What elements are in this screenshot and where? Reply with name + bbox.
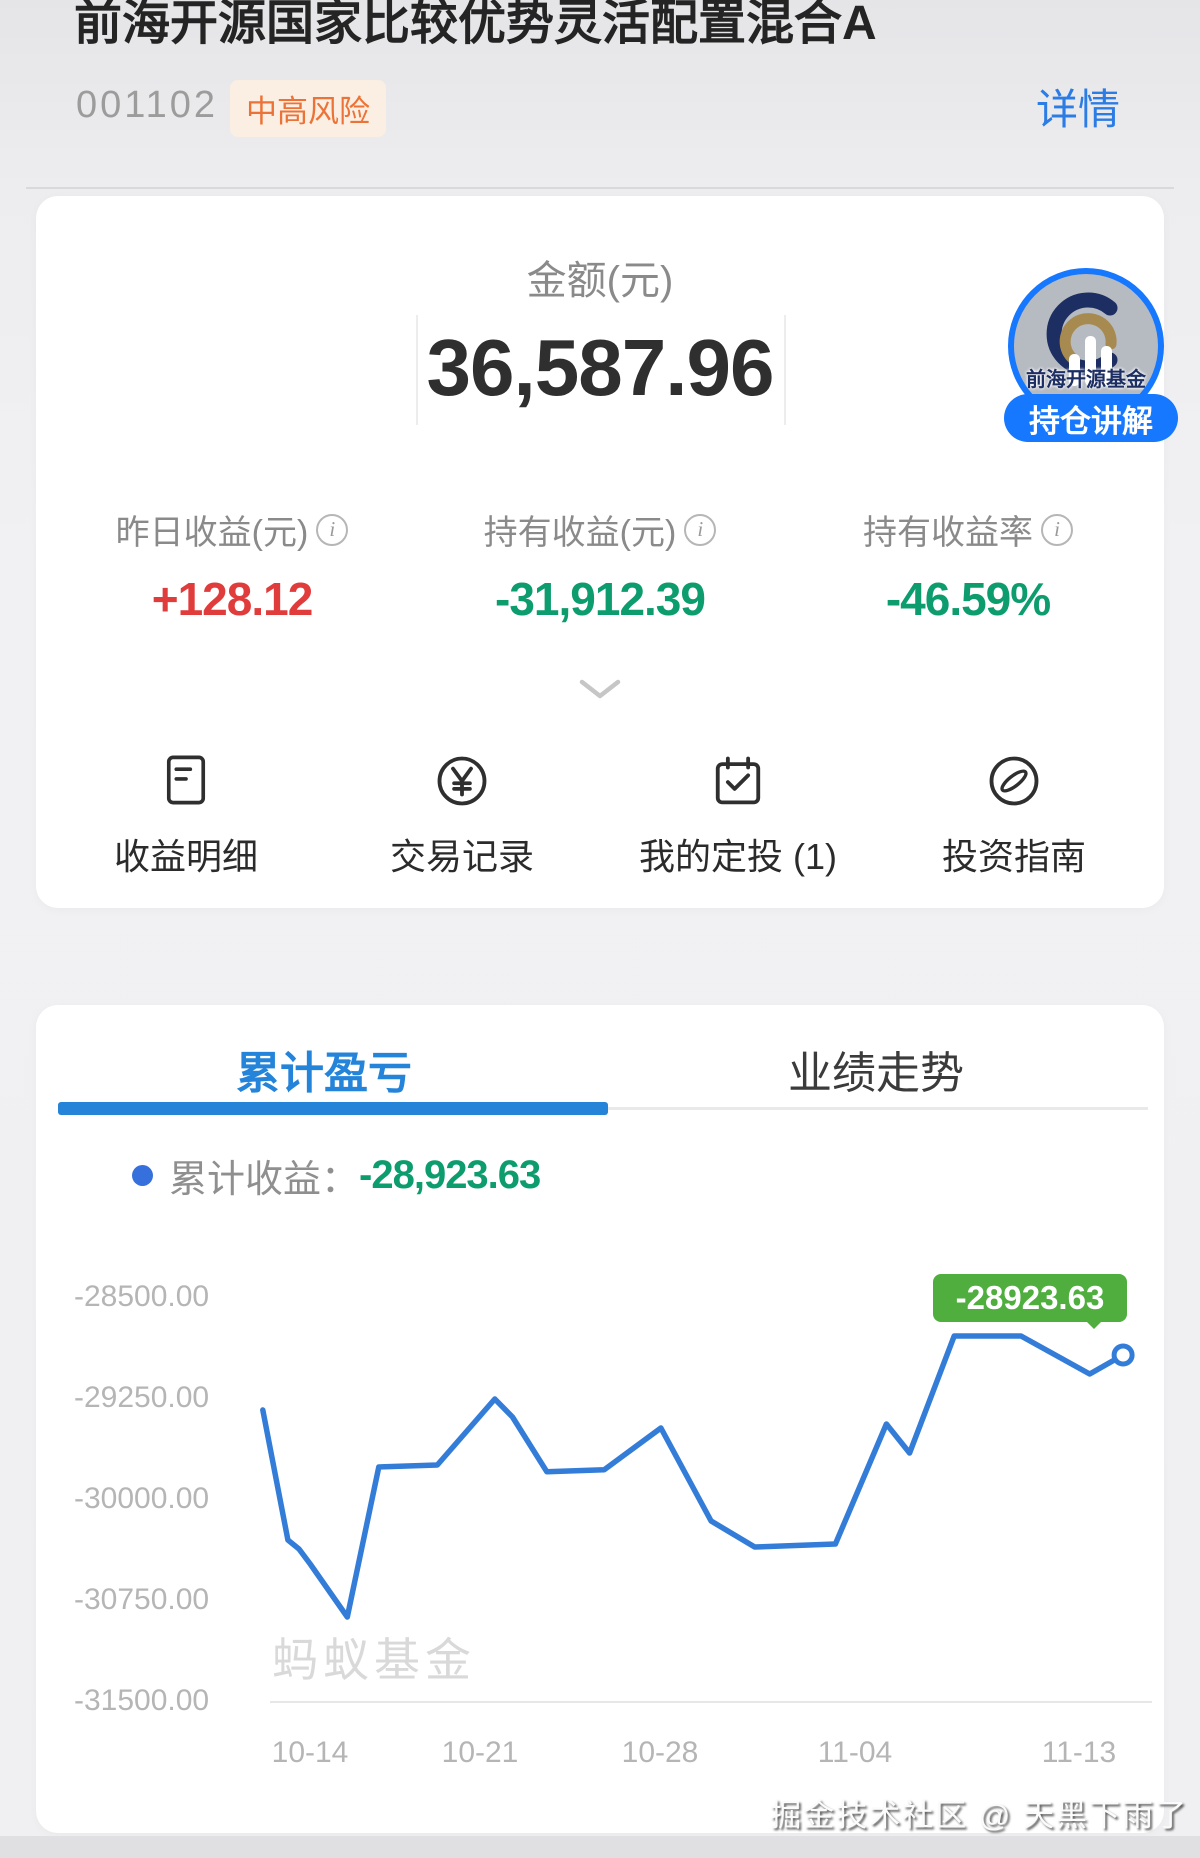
stat-yesterday-profit: 昨日收益(元) i +128.12 bbox=[48, 505, 416, 626]
amount-value: 36,587.96 bbox=[426, 323, 775, 412]
action-label: 交易记录 bbox=[389, 836, 534, 877]
header-divider bbox=[26, 187, 1174, 189]
y-axis-label: -30750.00 bbox=[74, 1583, 210, 1616]
chart-legend: 累计收益： -28,923.63 bbox=[132, 1148, 541, 1203]
chart-tabs: 累计盈亏 业绩走势 bbox=[48, 1005, 1152, 1101]
document-icon bbox=[166, 755, 206, 805]
stat-holding-return-rate: 持有收益率 i -46.59% bbox=[784, 505, 1152, 626]
action-my-aip[interactable]: 我的定投 (1) bbox=[600, 752, 876, 880]
stat-holding-profit: 持有收益(元) i -31,912.39 bbox=[416, 505, 784, 626]
amount-card bbox=[36, 196, 1164, 908]
fund-code: 001102 bbox=[76, 84, 218, 126]
x-axis-label: 10-14 bbox=[271, 1736, 349, 1769]
stat-divider bbox=[784, 315, 786, 425]
stat-value: -31,912.39 bbox=[495, 573, 706, 625]
bar-chart-icon bbox=[1069, 336, 1112, 386]
stat-divider bbox=[416, 315, 418, 425]
watermark: 蚂蚁基金 bbox=[272, 1634, 476, 1686]
action-label: 收益明细 bbox=[113, 836, 258, 877]
holding-explain-button[interactable]: 持仓讲解 bbox=[1004, 394, 1178, 442]
value-tooltip: -28923.63 bbox=[933, 1274, 1127, 1329]
stat-label: 昨日收益(元) bbox=[115, 514, 309, 552]
footer-credit: 掘金技术社区 @ 天黑下雨了 bbox=[770, 1798, 1188, 1833]
fund-logo-text: 前海开源基金 bbox=[1026, 369, 1146, 391]
amount-label: 金额(元) bbox=[526, 259, 674, 303]
tab-performance-trend[interactable]: 业绩走势 bbox=[788, 1049, 964, 1098]
tab-cumulative-pnl[interactable]: 累计盈亏 bbox=[236, 1049, 412, 1098]
y-axis-label: -28500.00 bbox=[74, 1280, 210, 1313]
legend-value: -28,923.63 bbox=[359, 1153, 541, 1197]
y-axis-label: -30000.00 bbox=[74, 1482, 210, 1515]
risk-badge: 中高风险 bbox=[230, 80, 386, 137]
stat-label: 持有收益率 bbox=[863, 514, 1033, 552]
info-icon[interactable]: i bbox=[316, 513, 349, 546]
y-axis-label: -29250.00 bbox=[74, 1381, 210, 1414]
action-investment-guide[interactable]: 投资指南 bbox=[876, 752, 1152, 880]
x-axis-label: 10-28 bbox=[621, 1736, 699, 1769]
legend-dot bbox=[132, 1165, 153, 1186]
info-icon[interactable]: i bbox=[684, 513, 717, 546]
info-icon[interactable]: i bbox=[1041, 513, 1073, 546]
fund-title: 前海开源国家比较优势灵活配置混合A bbox=[74, 0, 877, 50]
action-label: 投资指南 bbox=[941, 836, 1086, 877]
yuan-circle-icon bbox=[437, 756, 487, 806]
stats-row: 昨日收益(元) i +128.12 持有收益(元) i -31,912.39 持… bbox=[48, 505, 1152, 626]
details-link[interactable]: 详情 bbox=[1035, 86, 1120, 133]
active-tab-underline bbox=[58, 1102, 608, 1115]
calendar-check-icon bbox=[715, 756, 761, 805]
stat-label: 持有收益(元) bbox=[483, 514, 677, 552]
stat-value: -46.59% bbox=[885, 573, 1051, 625]
collapse-chevron-icon[interactable] bbox=[578, 678, 622, 700]
fund-logo-swirl-icon bbox=[1046, 292, 1118, 386]
legend-label: 累计收益： bbox=[169, 1159, 360, 1201]
compass-icon bbox=[989, 756, 1039, 806]
action-label: 我的定投 (1) bbox=[638, 836, 837, 877]
bottom-strip bbox=[0, 1836, 1200, 1858]
stat-value: +128.12 bbox=[151, 573, 314, 625]
x-axis-label: 11-13 bbox=[1041, 1736, 1117, 1769]
action-trade-records[interactable]: 交易记录 bbox=[324, 752, 600, 880]
y-axis-label: -31500.00 bbox=[74, 1684, 210, 1717]
actions-row: 收益明细 交易记录 bbox=[48, 752, 1152, 880]
action-profit-detail[interactable]: 收益明细 bbox=[48, 752, 324, 880]
x-axis-label: 10-21 bbox=[441, 1736, 519, 1769]
x-axis-label: 11-04 bbox=[817, 1736, 893, 1769]
